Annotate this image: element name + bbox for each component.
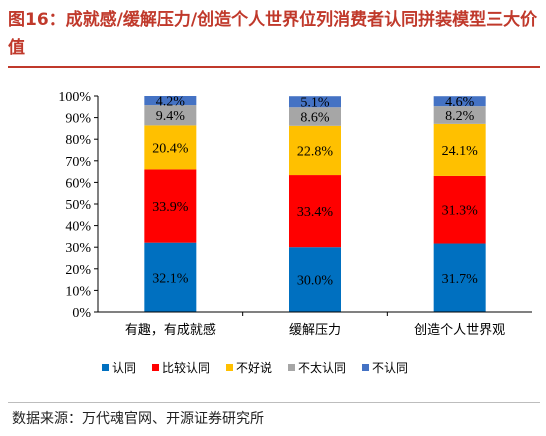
title-divider: [8, 66, 540, 68]
bar-segment: [144, 96, 197, 106]
legend-swatch: [362, 364, 369, 371]
data-label: 31.7%: [442, 272, 479, 287]
bar-segment: [144, 242, 197, 312]
data-label: 5.1%: [300, 96, 330, 111]
source-note: 数据来源：万代魂官网、开源证券研究所: [12, 411, 264, 427]
data-label: 4.6%: [445, 95, 475, 110]
bar-segment: [289, 175, 341, 248]
legend-label: 不认同: [372, 361, 408, 375]
data-label: 31.3%: [442, 204, 479, 219]
bar-segment: [433, 175, 486, 244]
legend-swatch: [226, 364, 233, 371]
bar-segment: [289, 107, 341, 126]
data-label: 8.2%: [445, 109, 475, 124]
legend-label: 认同: [112, 361, 136, 375]
legend-swatch: [102, 364, 109, 371]
y-axis: 0% 10% 20% 30% 40% 50% 60% 70% 80% 90% 100%: [58, 90, 99, 321]
data-label: 30.0%: [297, 274, 334, 289]
y-tick-label: 40%: [65, 220, 91, 235]
data-label: 22.8%: [297, 144, 334, 159]
data-label: 24.1%: [442, 144, 479, 159]
y-tick-label: 100%: [58, 90, 91, 105]
bar-segment: [144, 125, 197, 170]
data-label: 33.4%: [297, 205, 334, 220]
legend-label: 不好说: [236, 360, 272, 375]
y-tick-label: 90%: [65, 112, 91, 127]
y-tick-label: 30%: [65, 241, 91, 256]
bar-segment: [433, 123, 486, 176]
data-label: 32.1%: [152, 271, 189, 286]
figure-title: 图16：成就感/缓解压力/创造个人世界位列消费者认同拼装模型三大价值: [8, 10, 538, 58]
data-label: 8.6%: [300, 111, 330, 126]
y-tick-label: 10%: [65, 284, 91, 299]
y-tick-label: 20%: [65, 263, 91, 278]
bar-segment: [289, 96, 341, 108]
legend-swatch: [288, 364, 295, 371]
stacked-bar-chart: 0%10%20%30%40%50%60%70%80%90%100% 32.1%3…: [58, 90, 532, 375]
bar-segment: [144, 105, 197, 126]
bar-segment: [289, 247, 341, 312]
x-category-label: 有趣，有成就感: [125, 322, 216, 338]
y-tick-label: 60%: [65, 176, 91, 191]
bar-segment: [144, 169, 197, 243]
data-label: 20.4%: [152, 141, 189, 156]
bar-segment: [433, 96, 486, 107]
data-label: 33.9%: [152, 200, 189, 215]
data-label: 9.4%: [156, 109, 186, 124]
bars: [144, 96, 486, 312]
legend-label: 不太认同: [298, 360, 346, 375]
y-tick-label: 70%: [65, 155, 91, 170]
x-category-label: 缓解压力: [289, 323, 341, 338]
bar-segment: [433, 243, 486, 312]
x-axis: 有趣，有成就感 缓解压力 创造个人世界观: [98, 311, 532, 338]
source-divider: [8, 402, 540, 403]
data-label: 4.2%: [156, 95, 186, 110]
legend-label: 比较认同: [162, 360, 210, 375]
y-tick-label: 50%: [65, 198, 91, 213]
legend: 认同 比较认同 不好说 不太认同 不认同: [102, 360, 408, 375]
y-tick-label: 0%: [72, 306, 91, 321]
legend-swatch: [152, 364, 159, 371]
y-tick-label: 80%: [65, 133, 91, 148]
bar-segment: [289, 125, 341, 176]
bar-segment: [433, 106, 486, 124]
value-labels: 32.1% 33.9% 20.4% 9.4%4.2% 30.0% 33.4% 22.8% 8.…: [152, 95, 478, 289]
x-category-label: 创造个人世界观: [414, 323, 505, 338]
